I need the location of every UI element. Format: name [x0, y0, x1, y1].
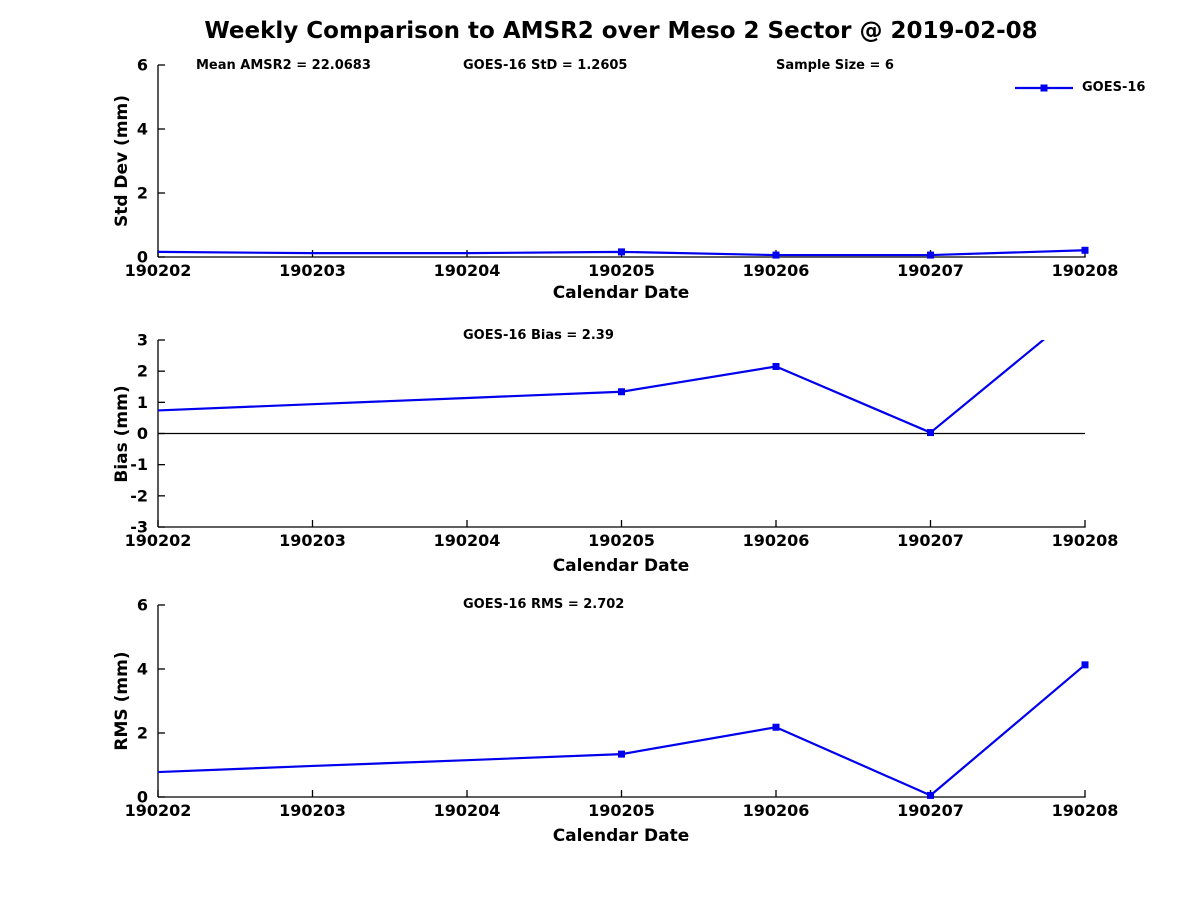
x-tick-label: 190203 — [279, 261, 346, 280]
series-group-bias — [158, 302, 1089, 437]
data-point-marker — [772, 362, 780, 370]
x-tick-label: 190202 — [125, 261, 192, 280]
data-point-marker — [618, 248, 625, 256]
x-tick-label: 190206 — [743, 531, 810, 550]
x-tick-label: 190205 — [588, 801, 655, 820]
x-tick-label: 190202 — [125, 801, 192, 820]
y-tick-label: -3 — [130, 518, 148, 537]
x-tick-label: 190208 — [1052, 531, 1119, 550]
y-tick-label: 2 — [137, 362, 148, 381]
data-point-marker — [1082, 302, 1089, 309]
legend-line-marker-icon — [1015, 84, 1073, 91]
series-group-rms — [157, 661, 1089, 799]
y-tick-label: -1 — [130, 455, 148, 474]
x-axis-label-rms: Calendar Date — [552, 826, 690, 846]
data-point-marker — [618, 388, 625, 396]
x-tick-label: 190208 — [1052, 261, 1119, 280]
y-axis-label-rms: RMS (mm) — [112, 651, 132, 751]
data-point-marker — [618, 750, 625, 758]
x-axis-label-std-dev: Calendar Date — [552, 283, 690, 303]
data-point-marker — [1081, 246, 1089, 254]
series-line-goes-16 — [157, 663, 1086, 797]
x-tick-label: 190202 — [125, 531, 192, 550]
x-tick-label: 190203 — [279, 531, 346, 550]
x-tick-label: 190206 — [743, 801, 810, 820]
series-group-std-dev — [157, 246, 1089, 259]
data-point-marker — [772, 723, 780, 731]
data-point-marker — [927, 251, 934, 259]
y-tick-label: 4 — [137, 660, 148, 679]
annotation-goes16-bias: GOES-16 Bias = 2.39 — [463, 328, 614, 343]
x-tick-label: 190203 — [279, 801, 346, 820]
data-point-marker — [927, 791, 934, 799]
x-tick-label: 190208 — [1052, 801, 1119, 820]
y-tick-label: 2 — [137, 184, 148, 203]
x-tick-label: 190206 — [743, 261, 810, 280]
x-tick-label: 190205 — [588, 261, 655, 280]
x-axis-label-bias: Calendar Date — [552, 556, 690, 576]
y-tick-label: 4 — [137, 120, 148, 139]
y-axis-label-bias: Bias (mm) — [112, 385, 132, 483]
x-tick-label: 190207 — [897, 261, 964, 280]
y-tick-label: 0 — [137, 424, 148, 443]
data-point-marker — [1081, 661, 1089, 669]
x-tick-label: 190204 — [434, 801, 501, 820]
annotation-goes16-rms: GOES-16 RMS = 2.702 — [463, 597, 625, 612]
y-tick-label: 6 — [137, 56, 148, 75]
annotation-mean-amsr2: Mean AMSR2 = 22.0683 — [196, 58, 371, 73]
legend-series-label: GOES-16 — [1082, 80, 1146, 95]
x-tick-label: 190207 — [897, 531, 964, 550]
y-tick-label: 3 — [137, 331, 148, 350]
x-tick-label: 190205 — [588, 531, 655, 550]
y-tick-label: 6 — [137, 596, 148, 615]
series-line-goes-16 — [158, 340, 1045, 434]
y-tick-label: 1 — [137, 393, 148, 412]
annotation-goes16-std: GOES-16 StD = 1.2605 — [463, 58, 628, 73]
data-point-marker — [772, 251, 780, 259]
data-point-marker — [927, 429, 934, 437]
annotation-sample-size: Sample Size = 6 — [776, 58, 894, 73]
figure-title: Weekly Comparison to AMSR2 over Meso 2 S… — [204, 18, 1038, 44]
y-tick-label: -2 — [130, 486, 148, 505]
x-tick-label: 190207 — [897, 801, 964, 820]
y-tick-label: 2 — [137, 724, 148, 743]
y-axis-label-std-dev: Std Dev (mm) — [112, 94, 132, 228]
y-tick-label: 0 — [137, 248, 148, 267]
legend: GOES-16 — [1013, 80, 1145, 95]
x-tick-label: 190204 — [434, 531, 501, 550]
x-tick-label: 190204 — [434, 261, 501, 280]
y-tick-label: 0 — [137, 788, 148, 807]
